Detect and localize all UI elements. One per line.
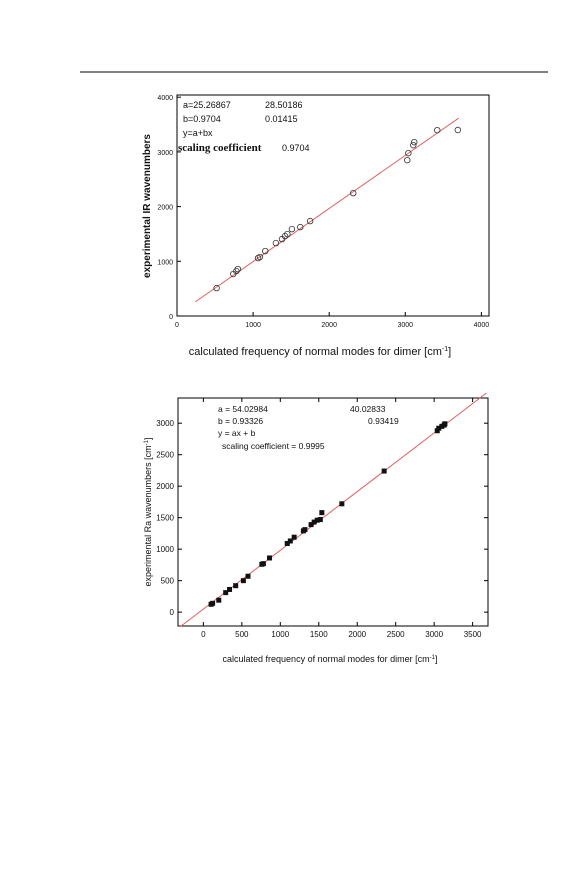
y-axis-label: experimental IR wavenumbers	[142, 134, 153, 278]
y-tick-label: 1500	[156, 514, 174, 523]
data-point	[410, 141, 417, 149]
label-text: experimental Ra wavenumbers [cm	[143, 445, 153, 586]
label-sup: -1	[144, 439, 150, 445]
chart: a = 54.02984 40.02833 b = 0.93326 0.9341…	[143, 392, 489, 664]
data-point	[434, 428, 440, 434]
x-tick-label: 0	[175, 322, 179, 329]
x-tick-label: 1500	[310, 630, 328, 639]
x-tick-label: 2000	[348, 630, 366, 639]
data-point	[284, 540, 290, 546]
x-tick-label: 0	[201, 630, 206, 639]
annotation: 0.93419	[368, 416, 399, 426]
label-text: experimental IR wavenumbers	[142, 134, 153, 278]
x-tick-label: 2000	[321, 322, 337, 329]
data-point	[436, 425, 442, 431]
data-point	[260, 561, 266, 567]
data-point	[404, 156, 411, 164]
data-point	[213, 284, 220, 292]
data-point	[319, 510, 325, 516]
data-point	[317, 517, 323, 523]
x-tick-label: 1000	[271, 630, 289, 639]
label-text: calculated frequency of normal modes for…	[189, 346, 442, 358]
x-tick-label: 3500	[464, 630, 482, 639]
data-point	[302, 527, 308, 533]
y-tick-label: 500	[161, 577, 175, 586]
annotation: a=25.26867	[183, 100, 231, 110]
data-point	[288, 225, 296, 233]
y-tick-label: 2500	[156, 451, 174, 460]
data-point	[272, 239, 280, 247]
chart: a=25.26867 28.50186 b=0.9704 0.01415 y=a…	[142, 94, 490, 358]
y-axis-label: experimental Ra wavenumbers [cm-1]	[143, 438, 153, 587]
data-point	[223, 590, 229, 596]
data-point	[287, 538, 293, 544]
plot-frame	[177, 397, 489, 627]
label-sup: -1	[442, 346, 448, 353]
x-axis-label: calculated frequency of normal modes for…	[189, 346, 451, 358]
data-point	[233, 583, 239, 589]
y-tick-label: 2000	[157, 205, 173, 212]
y-tick-label: 1000	[157, 259, 173, 266]
x-axis-label: calculated frequency of normal modes for…	[223, 654, 438, 664]
data-point	[339, 501, 345, 507]
label-text: calculated frequency of normal modes for…	[223, 654, 430, 664]
data-point	[381, 468, 387, 474]
data-point	[291, 534, 297, 540]
data-point	[350, 189, 357, 197]
annotation: 28.50186	[265, 100, 303, 110]
label-text: ]	[143, 438, 153, 441]
x-tick-label: 3000	[425, 630, 443, 639]
data-point	[442, 421, 448, 427]
data-point	[281, 232, 289, 240]
data-point	[256, 253, 264, 261]
annotation: b = 0.93326	[218, 416, 263, 426]
x-tick-label: 4000	[474, 322, 490, 329]
data-point	[233, 267, 240, 275]
label-sup: -1	[430, 655, 436, 661]
data-point	[434, 126, 441, 134]
x-tick-label: 2500	[387, 630, 405, 639]
data-point	[227, 586, 233, 592]
x-tick-label: 500	[235, 630, 249, 639]
annotation: y=a+bx	[183, 128, 213, 138]
data-point	[454, 126, 461, 134]
data-point	[284, 230, 291, 238]
y-tick-label: 2000	[156, 482, 174, 491]
x-tick-label: 3000	[398, 322, 414, 329]
annotation: b=0.9704	[183, 114, 221, 124]
label-text: ]	[435, 654, 438, 664]
data-point	[262, 247, 269, 255]
data-point	[254, 254, 262, 262]
annotation: scaling coefficient = 0.9995	[222, 441, 325, 451]
data-point	[405, 149, 412, 157]
y-tick-label: 3000	[156, 419, 174, 428]
data-point	[210, 600, 216, 606]
annotation: 40.02833	[350, 404, 386, 414]
y-tick-label: 0	[170, 608, 175, 617]
plot-frame	[176, 94, 490, 317]
y-tick-label: 1000	[156, 545, 174, 554]
y-tick-label: 0	[169, 314, 173, 321]
data-point	[216, 597, 222, 603]
data-point	[245, 573, 251, 579]
y-tick-label: 3000	[157, 150, 173, 157]
x-tick-label: 1000	[245, 322, 261, 329]
annotation: a = 54.02984	[218, 404, 268, 414]
annotation: y = ax + b	[218, 428, 256, 438]
y-tick-label: 4000	[157, 95, 173, 102]
data-point	[311, 519, 317, 525]
data-point	[240, 578, 246, 584]
data-point	[267, 555, 273, 561]
annotation: 0.01415	[265, 114, 298, 124]
data-point	[297, 223, 304, 231]
data-point	[308, 522, 314, 528]
data-point	[306, 217, 314, 225]
annotation: 0.9704	[282, 143, 310, 153]
data-point	[234, 265, 242, 273]
data-point	[314, 517, 320, 523]
data-point	[411, 138, 418, 146]
annotation: scaling coefficient	[178, 142, 262, 154]
label-text: ]	[448, 346, 451, 358]
